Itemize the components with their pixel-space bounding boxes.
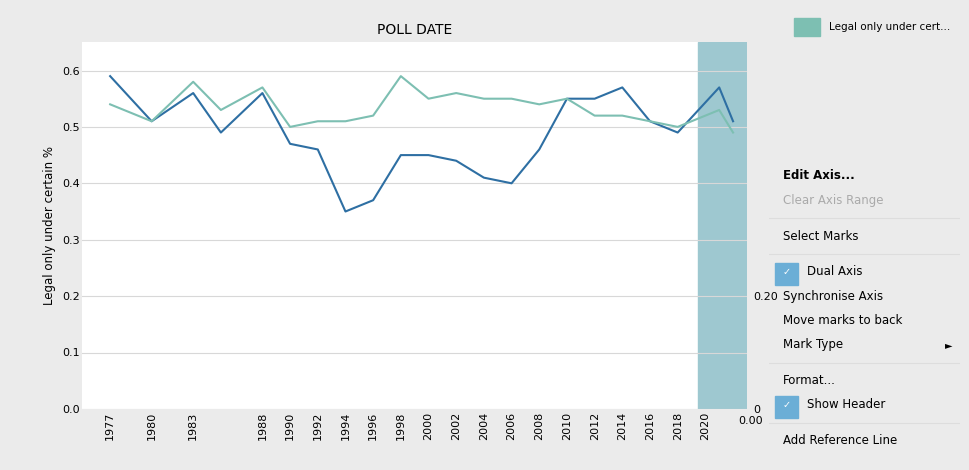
Text: Dual Axis: Dual Axis: [806, 266, 862, 278]
Text: Synchronise Axis: Synchronise Axis: [782, 290, 882, 303]
Text: 0.00: 0.00: [737, 416, 762, 426]
Text: Edit Axis...: Edit Axis...: [782, 169, 854, 182]
Text: Format...: Format...: [782, 374, 834, 387]
Text: Legal only under cert...: Legal only under cert...: [828, 22, 950, 32]
Text: Clear Axis Range: Clear Axis Range: [782, 194, 882, 207]
FancyBboxPatch shape: [774, 396, 797, 417]
Text: ►: ►: [944, 340, 952, 350]
Text: ✓: ✓: [782, 267, 790, 277]
Y-axis label: Legal only under certain %: Legal only under certain %: [44, 146, 56, 305]
Text: Select Marks: Select Marks: [782, 229, 858, 243]
FancyBboxPatch shape: [774, 263, 797, 285]
Title: POLL DATE: POLL DATE: [377, 23, 452, 37]
Text: Move marks to back: Move marks to back: [782, 314, 901, 327]
Text: Add Reference Line: Add Reference Line: [782, 434, 896, 447]
Bar: [794, 18, 820, 36]
Bar: [698, 42, 746, 409]
Text: ✓: ✓: [782, 400, 790, 410]
Text: Mark Type: Mark Type: [782, 338, 842, 351]
Text: Show Header: Show Header: [806, 399, 885, 411]
